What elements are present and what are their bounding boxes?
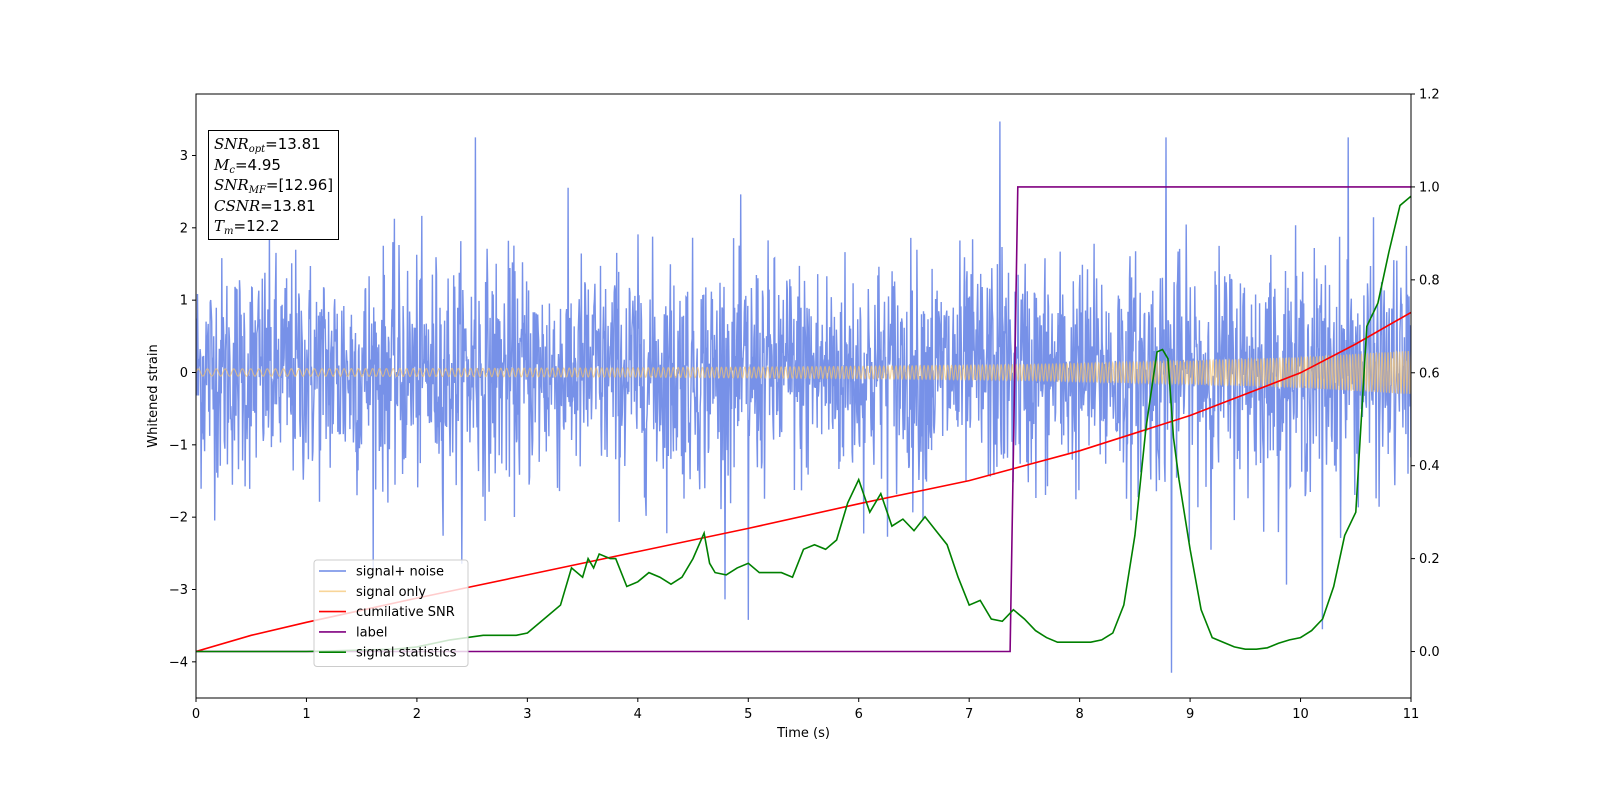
info-line-snr-mf: SNRMF=[12.96] [214,176,334,196]
stats-info-box: SNRopt=13.81 Mc=4.95 SNRMF=[12.96] CSNR=… [208,130,340,240]
legend-label: signal statistics [356,646,457,661]
y-right-tick-label: 1.0 [1419,180,1440,195]
y-right-tick-label: 0.0 [1419,645,1440,660]
axes-frame [195,93,1412,699]
legend-label: cumilative SNR [356,605,455,620]
info-line-tm: Tm=12.2 [214,217,280,237]
x-tick-label: 9 [1186,707,1194,722]
x-axis-label: Time (s) [776,726,830,741]
x-tick-label: 6 [855,707,863,722]
x-tick-label: 2 [413,707,421,722]
y-right-tick-label: 0.8 [1419,273,1440,288]
x-tick-label: 10 [1292,707,1309,722]
y-right-tick-label: 0.4 [1419,459,1440,474]
x-tick-label: 0 [192,707,200,722]
x-tick-label: 11 [1403,707,1420,722]
series-signal-only [196,350,1411,395]
x-tick-label: 8 [1075,707,1083,722]
info-line-snr-opt: SNRopt=13.81 [214,135,321,155]
y-left-tick-label: −2 [169,511,188,526]
x-tick-label: 1 [302,707,310,722]
y-left-tick-label: −1 [169,438,188,453]
x-tick-label: 7 [965,707,973,722]
y-left-tick-label: 0 [180,366,188,381]
legend-label: signal+ noise [356,565,444,580]
legend-box [313,559,469,667]
series-signal-noise [196,121,1411,673]
series-label [196,186,1411,653]
y-left-tick-label: 2 [180,221,188,236]
y-left-tick-label: −3 [169,583,188,598]
info-line-csnr: CSNR=13.81 [214,196,316,215]
x-tick-label: 5 [744,707,752,722]
y-right-tick-label: 0.6 [1419,366,1440,381]
y-right-tick-label: 0.2 [1419,552,1440,567]
legend-label: signal only [356,585,426,600]
x-tick-label: 3 [523,707,531,722]
y-left-tick-label: 1 [180,294,188,309]
y-left-tick-label: −4 [169,655,188,670]
y-right-tick-label: 1.2 [1419,88,1440,103]
y-axis-label: Whitened strain [146,344,161,447]
info-line-mc: Mc=4.95 [214,155,281,176]
legend: signal+ noise signal only cumilative SNR la… [313,559,469,667]
legend-label: label [356,625,387,640]
y-left-tick-label: 3 [180,149,188,164]
x-tick-label: 4 [634,707,642,722]
series-signal-statistics [196,195,1411,653]
